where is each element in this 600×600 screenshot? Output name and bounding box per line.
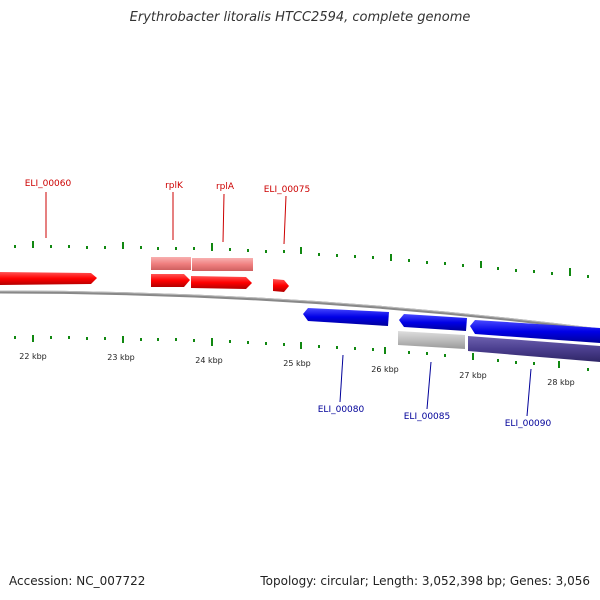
feature-bar-rplA[interactable]: [192, 258, 253, 271]
reverse-gene-labels: ELI_00080 ELI_00085 ELI_00090: [318, 405, 552, 429]
gene-leader-lines: [45, 192, 532, 417]
gene-arrow-rplK[interactable]: [151, 274, 190, 287]
gene-arrow-ELI_00080[interactable]: [303, 308, 389, 326]
scale-label: 23 kbp: [107, 353, 135, 362]
tick-row-upper: [14, 241, 589, 278]
accession-text: Accession: NC_007722: [9, 574, 146, 588]
scale-label: 25 kbp: [283, 359, 311, 368]
topology-text: Topology: circular; Length: 3,052,398 bp…: [260, 574, 590, 588]
gene-label-ELI_00090[interactable]: ELI_00090: [505, 419, 552, 429]
feature-bar-ELI_00090[interactable]: [468, 336, 600, 362]
reverse-gene-track: [303, 308, 600, 343]
genome-backbone: [0, 290, 600, 332]
scale-label: 27 kbp: [459, 371, 487, 380]
forward-gene-track: [0, 272, 289, 292]
gene-label-rplK[interactable]: rplK: [165, 181, 184, 191]
scale-label: 28 kbp: [547, 378, 575, 387]
leader-line-ELI_00075: [283, 195, 287, 245]
leader-line-ELI_00090: [526, 368, 532, 417]
gene-arrow-ELI_00060[interactable]: [0, 272, 97, 285]
leader-line-ELI_00080: [339, 354, 344, 403]
feature-bar-ELI_00085[interactable]: [398, 331, 465, 349]
gene-label-ELI_00080[interactable]: ELI_00080: [318, 405, 365, 415]
feature-bar-rplK[interactable]: [151, 257, 191, 270]
gene-arrow-ELI_00075[interactable]: [273, 279, 289, 292]
genome-backbone-highlight: [0, 290, 600, 330]
map-title: Erythrobacter litoralis HTCC2594, comple…: [129, 10, 471, 25]
leader-line-rplA: [222, 193, 225, 243]
gene-label-ELI_00075[interactable]: ELI_00075: [264, 185, 311, 195]
gene-arrow-ELI_00090[interactable]: [470, 320, 600, 343]
forward-gene-labels: ELI_00060 rplK rplA ELI_00075: [25, 179, 311, 195]
gene-arrow-ELI_00085[interactable]: [399, 314, 467, 331]
gene-arrow-rplA[interactable]: [191, 276, 252, 289]
reverse-feature-track: [398, 331, 600, 362]
tick-row-lower: [14, 335, 589, 371]
leader-line-ELI_00085: [426, 361, 432, 410]
gene-label-ELI_00085[interactable]: ELI_00085: [404, 412, 451, 422]
gene-label-rplA[interactable]: rplA: [216, 182, 235, 192]
scale-label: 26 kbp: [371, 365, 399, 374]
forward-feature-track: [151, 257, 253, 271]
scale-labels: 22 kbp 23 kbp 24 kbp 25 kbp 26 kbp 27 kb…: [19, 352, 575, 387]
gene-label-ELI_00060[interactable]: ELI_00060: [25, 179, 72, 189]
scale-label: 24 kbp: [195, 356, 223, 365]
scale-label: 22 kbp: [19, 352, 47, 361]
